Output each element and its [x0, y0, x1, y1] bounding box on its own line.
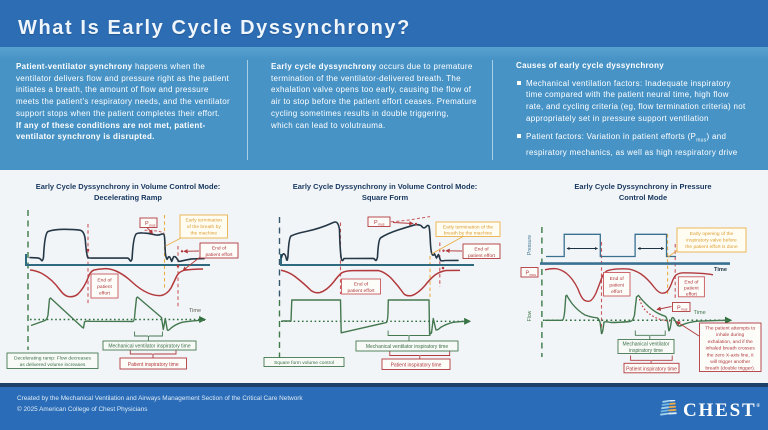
svg-text:Pressure: Pressure	[527, 235, 533, 255]
svg-text:Early Cycle Dyssynchrony in Vo: Early Cycle Dyssynchrony in Volume Contr…	[36, 182, 221, 191]
svg-text:Patient inspiratory time: Patient inspiratory time	[128, 362, 179, 368]
svg-text:Early termination of the: Early termination of the	[443, 225, 494, 231]
svg-text:P: P	[677, 305, 681, 311]
svg-text:the patient effort is done: the patient effort is done	[685, 244, 738, 250]
svg-text:Early termination: Early termination	[185, 218, 222, 224]
svg-text:Mechanical ventilator inspirat: Mechanical ventilator inspiratory time	[366, 344, 448, 350]
svg-text:Patient inspiratory time: Patient inspiratory time	[626, 366, 677, 372]
svg-text:of the breath by: of the breath by	[187, 224, 222, 230]
svg-text:inhale during: inhale during	[716, 332, 744, 338]
svg-text:Square Form: Square Form	[362, 193, 409, 202]
svg-text:exhalation, and if the: exhalation, and if the	[708, 339, 753, 345]
svg-text:Decelerating ramp: Flow decrea: Decelerating ramp: Flow decreases	[14, 356, 91, 362]
svg-text:mus: mus	[530, 273, 537, 277]
svg-text:Time: Time	[694, 310, 706, 316]
svg-text:the zero X-axis line, it: the zero X-axis line, it	[707, 352, 754, 358]
svg-text:effort: effort	[611, 289, 623, 295]
svg-text:mus: mus	[378, 222, 385, 226]
svg-text:Control Mode: Control Mode	[619, 193, 667, 202]
svg-text:Time: Time	[714, 267, 727, 273]
svg-text:Early Cycle Dyssynchrony in Pr: Early Cycle Dyssynchrony in Pressure	[574, 182, 711, 191]
svg-text:effort: effort	[686, 291, 698, 297]
svg-text:will trigger another: will trigger another	[710, 359, 750, 365]
svg-text:End of: End of	[212, 246, 227, 252]
svg-text:mus: mus	[149, 223, 156, 227]
svg-text:as delivered volume increases: as delivered volume increases	[20, 362, 86, 368]
svg-text:End of: End of	[474, 247, 489, 253]
svg-text:Mechanical ventilator inspirat: Mechanical ventilator inspiratory time	[108, 344, 190, 350]
svg-text:Time: Time	[189, 308, 201, 314]
svg-text:End of: End of	[354, 282, 369, 288]
svg-text:patient: patient	[609, 283, 624, 289]
svg-text:End of: End of	[610, 276, 625, 282]
svg-text:P: P	[526, 271, 530, 277]
svg-text:patient effort: patient effort	[347, 288, 375, 294]
svg-text:breath (double trigger).: breath (double trigger).	[705, 366, 755, 372]
svg-text:patient: patient	[684, 285, 699, 291]
svg-text:breath by the machine: breath by the machine	[444, 231, 493, 237]
svg-text:Flow: Flow	[527, 310, 533, 321]
svg-text:patient effort: patient effort	[468, 253, 496, 259]
svg-text:effort: effort	[99, 291, 111, 297]
svg-text:End of: End of	[97, 278, 112, 284]
svg-text:patient effort: patient effort	[205, 252, 233, 258]
svg-text:Early Cycle Dyssynchrony in Vo: Early Cycle Dyssynchrony in Volume Contr…	[293, 182, 478, 191]
svg-text:Decelerating Ramp: Decelerating Ramp	[94, 193, 162, 202]
svg-text:patient: patient	[97, 284, 112, 290]
svg-text:Square form volume control: Square form volume control	[274, 360, 334, 366]
svg-text:The patient attempts to: The patient attempts to	[705, 326, 755, 332]
svg-text:inspiratory time: inspiratory time	[629, 348, 663, 354]
svg-text:Patient inspiratory time: Patient inspiratory time	[391, 363, 442, 369]
svg-text:Early opening of the: Early opening of the	[690, 231, 734, 237]
svg-text:inspiratory valve before: inspiratory valve before	[686, 237, 737, 243]
svg-text:P: P	[374, 220, 378, 226]
svg-text:inhaled breath crosses: inhaled breath crosses	[706, 346, 756, 352]
svg-text:End of: End of	[684, 279, 699, 285]
svg-text:Mechanical ventilator: Mechanical ventilator	[623, 342, 670, 348]
svg-text:the machine: the machine	[190, 231, 217, 237]
svg-text:P: P	[145, 221, 149, 227]
svg-text:mus: mus	[681, 308, 688, 312]
